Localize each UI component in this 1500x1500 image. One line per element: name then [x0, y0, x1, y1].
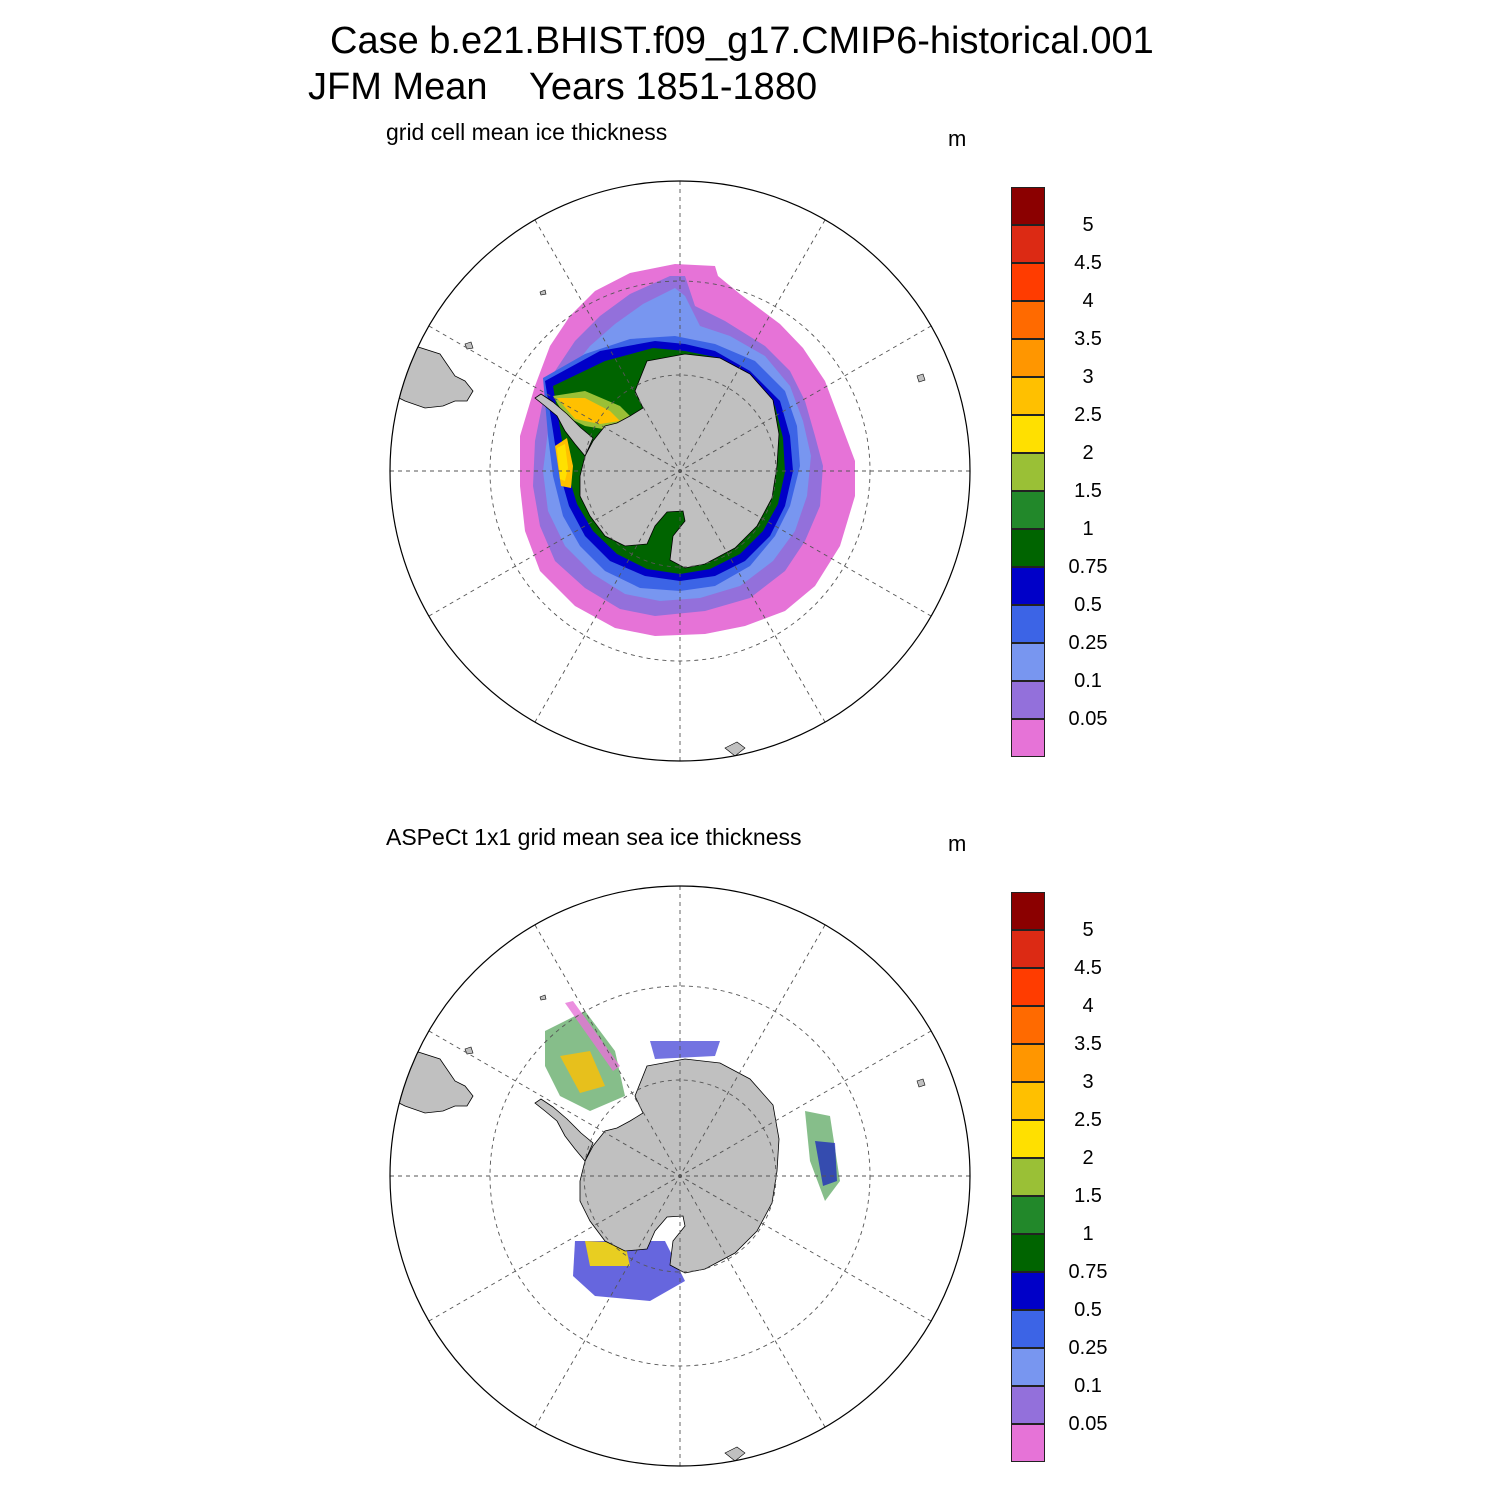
island-south-georgia [539, 289, 547, 296]
graticule [390, 886, 970, 1466]
colorbar-label: 0.5 [1074, 594, 1102, 616]
colorbar-swatch [1011, 187, 1045, 225]
colorbar-label: 0.25 [1068, 632, 1108, 654]
colorbar-swatch [1011, 1082, 1045, 1120]
colorbar-label: 3.5 [1074, 1033, 1102, 1055]
colorbar-swatch [1011, 567, 1045, 605]
island-south-georgia [539, 994, 547, 1001]
ice-band-2.5 [557, 398, 620, 424]
south-america-tip [390, 1050, 474, 1114]
figure-title-period: JFM Mean Years 1851-1880 [308, 66, 818, 108]
colorbar-label: 0.1 [1074, 1375, 1102, 1397]
colorbar-swatch [1011, 1424, 1045, 1462]
panel2-units: m [948, 831, 967, 856]
colorbar-panel1: 5 4.5 4 3.5 3 2.5 2 1.5 1 0.75 0.5 0.25 0.1 0.05 [1011, 187, 1121, 757]
colorbar-label: 4.5 [1074, 957, 1102, 979]
colorbar-swatch [1011, 930, 1045, 968]
colorbar-label: 3 [1082, 1071, 1094, 1093]
colorbar-swatch [1011, 1196, 1045, 1234]
colorbar-swatch [1011, 415, 1045, 453]
antarctica-landmass [579, 1058, 780, 1274]
swath-north [650, 1041, 720, 1059]
colorbar-swatch [1011, 453, 1045, 491]
south-america-tip [390, 345, 474, 409]
island-new-zealand [724, 741, 746, 757]
colorbar-swatch [1011, 1348, 1045, 1386]
colorbar-swatch [1011, 529, 1045, 567]
colorbar-label: 0.5 [1074, 1299, 1102, 1321]
aspect-ice-thickness-map [389, 885, 971, 1467]
colorbar-swatch [1011, 605, 1045, 643]
island-new-zealand [724, 1446, 746, 1462]
colorbar-swatch [1011, 377, 1045, 415]
colorbar-label: 2.5 [1074, 404, 1102, 426]
colorbar-swatch [1011, 1272, 1045, 1310]
colorbar-swatch [1011, 643, 1045, 681]
swath-east-blue [815, 1141, 837, 1186]
colorbar-swatch [1011, 301, 1045, 339]
colorbar-label: 2 [1082, 1147, 1094, 1169]
colorbar-label: 2.5 [1074, 1109, 1102, 1131]
colorbar-label: 5 [1082, 919, 1094, 941]
colorbar-swatch [1011, 1234, 1045, 1272]
island-kerguelen [916, 373, 926, 383]
colorbar-label: 5 [1082, 214, 1094, 236]
colorbar-swatch [1011, 1158, 1045, 1196]
colorbar-swatch [1011, 719, 1045, 757]
colorbar-label: 1 [1082, 518, 1094, 540]
colorbar-label: 0.1 [1074, 670, 1102, 692]
map-boundary [389, 180, 971, 762]
panel1-units: m [948, 126, 967, 151]
colorbar-label: 4.5 [1074, 252, 1102, 274]
colorbar-label: 0.05 [1068, 1413, 1108, 1435]
colorbar-label: 0.75 [1068, 1261, 1108, 1283]
colorbar-label: 0.25 [1068, 1337, 1108, 1359]
island-kerguelen [916, 1078, 926, 1088]
colorbar-swatch [1011, 968, 1045, 1006]
colorbar-label: 2 [1082, 442, 1094, 464]
colorbar-label: 1.5 [1074, 1185, 1102, 1207]
graticule [390, 181, 970, 761]
colorbar-label: 4 [1082, 995, 1094, 1017]
colorbar-label: 4 [1082, 290, 1094, 312]
colorbar-swatch [1011, 491, 1045, 529]
colorbar-label: 3 [1082, 366, 1094, 388]
colorbar-label: 0.75 [1068, 556, 1108, 578]
colorbar-label: 1.5 [1074, 480, 1102, 502]
colorbar-label: 3.5 [1074, 328, 1102, 350]
antarctica-landmass [579, 353, 780, 569]
colorbar-swatch [1011, 1310, 1045, 1348]
colorbar-swatch [1011, 1044, 1045, 1082]
antarctic-peninsula [534, 1098, 594, 1162]
colorbar-swatch [1011, 1006, 1045, 1044]
colorbar-swatch [1011, 263, 1045, 301]
colorbar-label: 0.05 [1068, 708, 1108, 730]
observation-swaths [545, 1001, 840, 1301]
swath-weddell-thick [560, 1051, 605, 1093]
colorbar-swatch [1011, 1120, 1045, 1158]
colorbar-swatch [1011, 225, 1045, 263]
panel1-title: grid cell mean ice thickness [386, 119, 668, 145]
swath-track [565, 1001, 620, 1071]
colorbar-label: 1 [1082, 1223, 1094, 1245]
antarctic-peninsula [534, 393, 594, 457]
colorbar-panel2: 5 4.5 4 3.5 3 2.5 2 1.5 1 0.75 0.5 0.25 0.1 0.05 [1011, 892, 1121, 1462]
colorbar-swatch [1011, 339, 1045, 377]
figure-title-case: Case b.e21.BHIST.f09_g17.CMIP6-historica… [330, 20, 1154, 62]
panel2-title: ASPeCt 1x1 grid mean sea ice thickness [386, 824, 802, 850]
map-boundary [389, 885, 971, 1467]
colorbar-swatch [1011, 1386, 1045, 1424]
colorbar-swatch [1011, 892, 1045, 930]
model-ice-thickness-map [389, 180, 971, 762]
colorbar-swatch [1011, 681, 1045, 719]
ice-band-2-west [557, 444, 568, 481]
